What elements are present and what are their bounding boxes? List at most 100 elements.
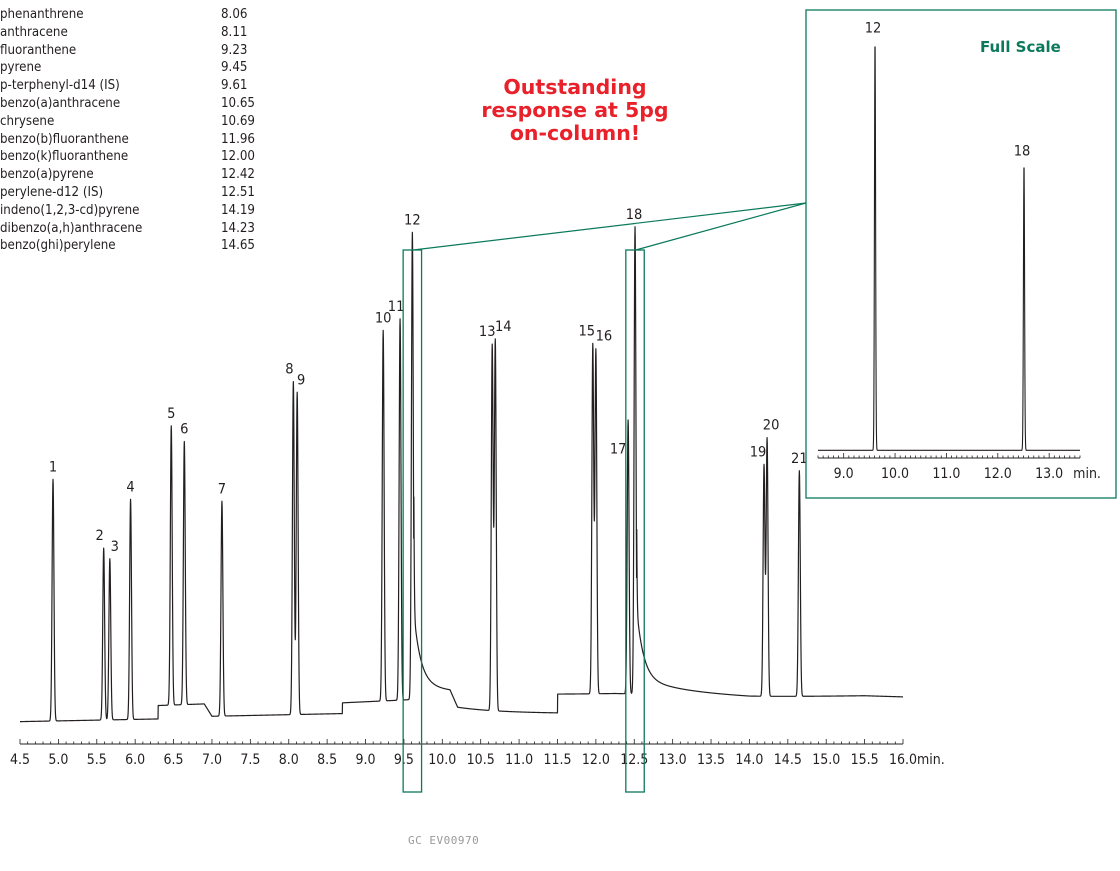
legend-retention-time: 14.65 xyxy=(221,238,255,254)
peak-label: 18 xyxy=(626,207,643,223)
legend-row: benzo(ghi)perylene 14.65 xyxy=(0,237,270,255)
x-tick-label: 15.5 xyxy=(851,752,879,768)
legend-retention-time: 10.69 xyxy=(221,113,255,129)
peak-label: 17 xyxy=(610,442,627,458)
inset-x-tick-label: 11.0 xyxy=(932,466,960,482)
inset-x-tick-label: 13.0 xyxy=(1035,466,1063,482)
x-tick-label: 12.5 xyxy=(620,752,648,768)
peak-label: 7 xyxy=(218,481,226,497)
peak-label: 14 xyxy=(495,319,512,335)
legend-row: chrysene 10.69 xyxy=(0,113,270,131)
legend-compound-name: anthracene xyxy=(0,24,68,40)
peak-label: 3 xyxy=(111,539,119,555)
peak-label: 10 xyxy=(375,310,392,326)
peak-label: 9 xyxy=(297,372,305,388)
legend-retention-time: 8.06 xyxy=(221,7,248,22)
figure-code: GC EV00970 xyxy=(408,834,480,847)
peak-label: 13 xyxy=(479,324,496,340)
legend-compound-name: benzo(k)fluoranthene xyxy=(0,149,129,165)
callout-line-1: Outstanding xyxy=(503,75,647,99)
legend-retention-time: 10.65 xyxy=(221,95,255,111)
legend-compound-name: pyrene xyxy=(0,60,42,76)
legend-compound-name: p-terphenyl-d14 (IS) xyxy=(0,78,120,94)
inset-x-tick-label: 12.0 xyxy=(984,466,1012,482)
legend-compound-name: benzo(b)fluoranthene xyxy=(0,131,129,147)
x-tick-label: 15.0 xyxy=(812,752,840,768)
legend-row: pyrene 9.45 xyxy=(0,59,270,77)
peak-label: 19 xyxy=(750,444,767,460)
x-tick-label: 10.0 xyxy=(428,752,456,768)
peak-label: 2 xyxy=(96,528,104,544)
legend-compound-name: chrysene xyxy=(0,113,55,129)
peak-label: 15 xyxy=(578,323,595,339)
full-scale-inset: 9.0 10.0 11.0 12.0 13.0 min. 12 18 xyxy=(805,9,1117,499)
legend-retention-time: 14.19 xyxy=(221,202,255,218)
x-tick-label: 7.0 xyxy=(202,752,222,768)
inset-x-axis-unit: min. xyxy=(1073,466,1101,482)
legend-row: indeno(1,2,3-cd)pyrene 14.19 xyxy=(0,202,270,220)
inset-trace xyxy=(818,46,1080,451)
legend-compound-name: phenanthrene xyxy=(0,7,84,22)
x-tick-label: 13.0 xyxy=(659,752,687,768)
x-tick-label: 5.5 xyxy=(87,752,107,768)
highlight-window xyxy=(625,249,645,793)
x-tick-label: 9.5 xyxy=(394,752,414,768)
legend-row: fluoranthene 9.23 xyxy=(0,42,270,60)
main-chromatogram: 4.5 5.0 5.5 6.0 6.5 7.0 7.5 8.0 8.5 9.0 9.5 10.0 10.… xyxy=(10,207,945,793)
peak-label: 21 xyxy=(791,451,808,467)
zoom-connector-line xyxy=(635,202,807,251)
x-tick-label: 8.5 xyxy=(317,752,337,768)
legend-row: p-terphenyl-d14 (IS) 9.61 xyxy=(0,77,270,95)
legend-compound-name: fluoranthene xyxy=(0,42,77,58)
x-axis-unit: min. xyxy=(917,752,945,768)
legend-retention-time: 12.42 xyxy=(221,167,255,183)
peak-label: 1 xyxy=(49,459,57,475)
legend-row: anthracene 8.11 xyxy=(0,24,270,42)
x-tick-label: 4.5 xyxy=(10,752,30,768)
legend-compound-name: perylene-d12 (IS) xyxy=(0,184,104,200)
x-tick-label: 9.0 xyxy=(356,752,376,768)
legend-row: benzo(b)fluoranthene 11.96 xyxy=(0,131,270,149)
x-tick-label: 11.0 xyxy=(505,752,533,768)
peak-label: 6 xyxy=(180,421,188,437)
legend-retention-time: 9.61 xyxy=(221,78,248,94)
legend-retention-time: 9.45 xyxy=(221,60,248,76)
peak-label: 11 xyxy=(388,299,405,315)
x-tick-label: 8.0 xyxy=(279,752,299,768)
legend-row: perylene-d12 (IS) 12.51 xyxy=(0,184,270,202)
full-scale-label: Full Scale xyxy=(980,38,1061,56)
legend-compound-name: benzo(a)pyrene xyxy=(0,167,94,183)
inset-x-tick-label: 9.0 xyxy=(834,466,854,482)
legend-row: phenanthrene 8.06 xyxy=(0,6,270,24)
legend-retention-time: 14.23 xyxy=(221,220,255,236)
legend-compound-name: dibenzo(a,h)anthracene xyxy=(0,220,143,236)
peak-label: 8 xyxy=(285,362,293,378)
peak-label: 12 xyxy=(404,212,421,228)
legend-retention-time: 11.96 xyxy=(221,131,255,147)
x-tick-label: 6.5 xyxy=(164,752,184,768)
legend-row: benzo(a)pyrene 12.42 xyxy=(0,166,270,184)
x-tick-label: 12.0 xyxy=(582,752,610,768)
x-tick-label: 10.5 xyxy=(467,752,495,768)
x-tick-label: 13.5 xyxy=(697,752,725,768)
legend-retention-time: 12.00 xyxy=(221,149,255,165)
legend-retention-time: 9.23 xyxy=(221,42,248,58)
x-tick-label: 14.5 xyxy=(774,752,802,768)
callout-text: Outstanding response at 5pg on-column! xyxy=(462,76,688,145)
x-tick-label: 14.0 xyxy=(735,752,763,768)
legend-retention-time: 12.51 xyxy=(221,184,255,200)
zoom-connector-lines xyxy=(413,202,807,251)
legend-compound-name: indeno(1,2,3-cd)pyrene xyxy=(0,202,140,218)
peak-label: 16 xyxy=(596,329,613,345)
x-tick-label: 6.0 xyxy=(125,752,145,768)
legend-retention-time: 8.11 xyxy=(221,24,248,40)
x-tick-label: 5.0 xyxy=(48,752,68,768)
inset-peak-label: 12 xyxy=(865,20,882,36)
x-tick-label: 7.5 xyxy=(240,752,260,768)
compound-legend: phenanthrene 8.06 anthracene 8.11 fluoranthe… xyxy=(0,6,270,255)
inset-x-tick-label: 10.0 xyxy=(881,466,909,482)
legend-row: benzo(a)anthracene 10.65 xyxy=(0,95,270,113)
x-tick-label: 16.0 xyxy=(889,752,917,768)
legend-compound-name: benzo(ghi)perylene xyxy=(0,238,116,254)
